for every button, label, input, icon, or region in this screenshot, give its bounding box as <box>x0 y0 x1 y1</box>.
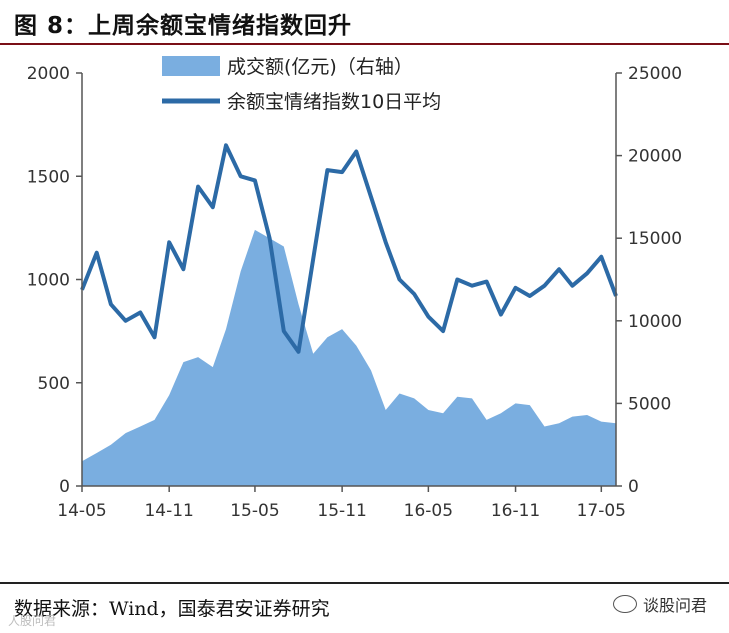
left-tick-label: 2000 <box>27 64 70 84</box>
x-tick-label: 15-11 <box>317 501 366 521</box>
badge-label: 谈股问君 <box>642 596 707 615</box>
x-tick-label: 14-05 <box>57 501 106 521</box>
title-divider <box>0 43 729 45</box>
plot-area: 0500100015002000050001000015000200002500… <box>27 64 682 521</box>
x-tick-label: 16-11 <box>491 501 540 521</box>
right-tick-label: 15000 <box>628 229 682 249</box>
legend-swatch-volume <box>162 56 220 76</box>
footer-divider <box>0 582 729 584</box>
legend-label-volume: 成交额(亿元)（右轴） <box>227 56 413 78</box>
watermark: 人股问君 <box>8 614 57 628</box>
legend: 成交额(亿元)（右轴） 余额宝情绪指数10日平均 <box>162 56 441 113</box>
left-tick-label: 1500 <box>27 167 70 187</box>
left-tick-label: 500 <box>38 374 70 394</box>
right-tick-label: 20000 <box>628 147 682 167</box>
x-tick-label: 16-05 <box>404 501 453 521</box>
left-tick-label: 0 <box>59 477 70 497</box>
right-tick-label: 0 <box>628 477 639 497</box>
volume-area <box>82 229 616 486</box>
wechat-badge: 谈股问君 <box>612 592 707 616</box>
wechat-icon <box>612 595 637 613</box>
source-note: 数据来源：Wind，国泰君安证券研究 <box>14 598 330 620</box>
sentiment-index-line <box>80 143 618 354</box>
x-tick-label: 14-11 <box>144 501 193 521</box>
legend-label-index: 余额宝情绪指数10日平均 <box>227 91 441 113</box>
x-tick-label: 15-05 <box>230 501 279 521</box>
chart-title: 图 8：上周余额宝情绪指数回升 <box>14 13 353 39</box>
right-tick-label: 5000 <box>628 394 671 414</box>
left-tick-label: 1000 <box>27 271 70 291</box>
right-tick-label: 10000 <box>628 312 682 332</box>
right-tick-label: 25000 <box>628 64 682 84</box>
x-tick-label: 17-05 <box>577 501 626 521</box>
